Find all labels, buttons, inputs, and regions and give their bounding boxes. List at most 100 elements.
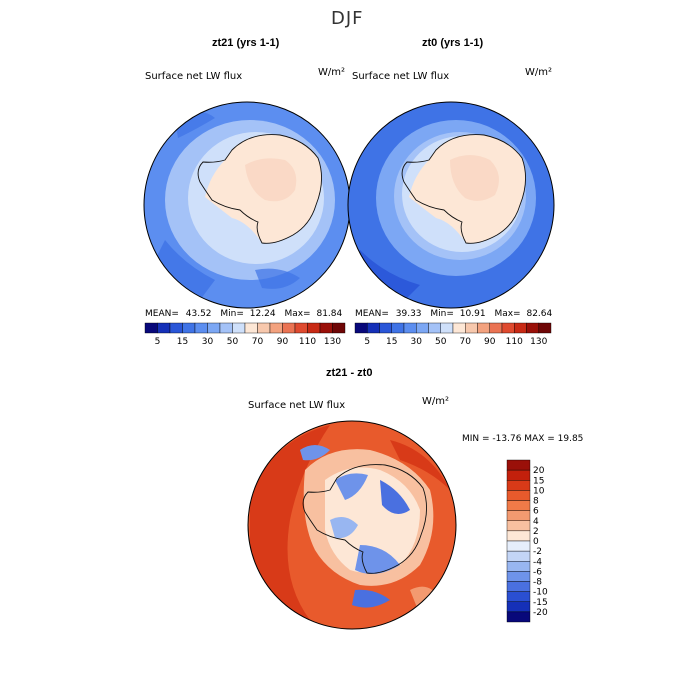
right-colorbar-swatch-11 [489, 322, 503, 334]
right-colorbar-swatch-14 [526, 322, 539, 334]
left-map-antarctica-inner [245, 158, 297, 202]
diff-colorbar-swatch-15 [506, 611, 531, 623]
diff-units-label: W/m² [422, 396, 450, 407]
right-colorbar-tick-label-0: 5 [364, 337, 370, 347]
left-colorbar-tick-label-1: 15 [177, 337, 188, 347]
diff-map [248, 421, 456, 629]
right-colorbar-swatch-9 [465, 322, 478, 334]
diff-panel-title: zt21 - zt0 [326, 367, 373, 379]
right-colorbar-swatch-3 [391, 322, 405, 334]
left-colorbar-swatch-0 [144, 322, 158, 334]
diff-colorbar-swatch-8 [506, 540, 531, 552]
diff-colorbar-swatch-12 [506, 581, 531, 592]
diff-colorbar-swatch-2 [506, 480, 531, 491]
right-min-label: Min= [430, 309, 454, 319]
left-colorbar-swatch-11 [282, 322, 296, 334]
right-mean-value: 39.33 [395, 309, 422, 319]
diff-colorbar-tick-label-1: 15 [533, 476, 544, 486]
diff-minmax: MIN = -13.76 MAX = 19.85 [462, 434, 584, 444]
left-colorbar-swatch-8 [244, 322, 258, 334]
diff-colorbar-tick-label-3: 8 [533, 497, 539, 507]
left-colorbar-tick-label-4: 70 [252, 337, 264, 347]
left-colorbar-swatch-1 [157, 322, 171, 334]
diff-colorbar-swatch-0 [506, 459, 531, 471]
right-colorbar-swatch-0 [354, 322, 368, 334]
left-colorbar-swatch-6 [219, 322, 233, 334]
diff-colorbar-swatch-13 [506, 591, 531, 602]
left-colorbar-swatch-3 [182, 322, 196, 334]
diff-colorbar-swatch-11 [506, 571, 531, 582]
diff-colorbar-swatch-14 [506, 601, 531, 613]
diff-colorbar-tick-label-13: -15 [533, 598, 548, 608]
left-min-value: 12.24 [249, 309, 276, 319]
left-mean-value: 43.52 [185, 309, 212, 319]
diff-map-high-west [250, 425, 330, 620]
right-min-value: 10.91 [459, 309, 486, 319]
diff-variable-label: Surface net LW flux [248, 400, 346, 411]
right-variable-label: Surface net LW flux [352, 71, 450, 82]
diff-map-low-5 [352, 589, 390, 608]
right-colorbar-tick-label-5: 90 [484, 337, 496, 347]
figure-title: DJF [331, 8, 364, 29]
left-map [144, 102, 350, 308]
right-colorbar-tick-label-4: 70 [460, 337, 472, 347]
diff-colorbar-swatch-7 [506, 530, 531, 542]
right-colorbar-tick-label-2: 30 [411, 337, 423, 347]
right-colorbar-swatch-5 [416, 322, 429, 334]
left-colorbar-swatch-13 [307, 322, 321, 334]
right-map [348, 102, 554, 308]
diff-colorbar-tick-label-8: -2 [533, 547, 542, 557]
right-colorbar-swatch-1 [367, 322, 380, 334]
diff-colorbar-tick-label-4: 6 [533, 507, 539, 517]
diff-map-border [247, 420, 457, 630]
left-colorbar-tick-label-2: 30 [202, 337, 214, 347]
left-colorbar-swatch-9 [257, 322, 271, 334]
diff-map-low-6 [300, 445, 330, 461]
right-colorbar-swatch-6 [428, 322, 441, 334]
diff-colorbar-tick-label-2: 10 [533, 486, 545, 496]
diff-colorbar-tick-label-7: 0 [533, 537, 539, 547]
left-units-label: W/m² [318, 67, 346, 78]
diff-colorbar-tick-label-10: -6 [533, 567, 542, 577]
diff-colorbar-tick-label-0: 20 [533, 466, 545, 476]
diff-colorbar-swatch-1 [506, 469, 531, 481]
diff-map-mid-se [410, 586, 440, 615]
left-map-coastline [197, 134, 322, 244]
left-colorbar-tick-label-7: 130 [324, 337, 341, 347]
diff-colorbar-tick-label-6: 2 [533, 527, 539, 537]
right-map-border [347, 101, 555, 309]
left-colorbar-tick-label-5: 90 [277, 337, 289, 347]
right-stats: MEAN= 39.33 Min= 10.91 Max= 82.64 [355, 309, 552, 319]
right-panel-title: zt0 (yrs 1-1) [422, 37, 484, 49]
right-colorbar-swatch-8 [452, 322, 466, 334]
right-colorbar-tick-label-7: 130 [530, 337, 547, 347]
diff-map-coastline [302, 464, 427, 574]
left-stats: MEAN= 43.52 Min= 12.24 Max= 81.84 [145, 309, 342, 319]
left-variable-label: Surface net LW flux [145, 71, 243, 82]
right-mean-label: MEAN= [355, 309, 389, 319]
left-colorbar-tick-label-0: 5 [155, 337, 161, 347]
left-colorbar-tick-label-3: 50 [227, 337, 239, 347]
diff-colorbar-tick-label-12: -10 [533, 588, 548, 598]
diff-colorbar-swatch-5 [506, 510, 531, 521]
left-colorbar-swatch-14 [319, 322, 333, 334]
left-max-value: 81.84 [316, 309, 343, 319]
diff-colorbar-swatch-10 [506, 561, 531, 572]
left-colorbar-swatch-10 [269, 322, 283, 334]
right-colorbar-swatch-7 [440, 322, 454, 334]
left-colorbar: 5 15 30 50 70 90 110 130 [144, 322, 346, 347]
right-colorbar: 5 15 30 50 70 90 110 130 [354, 322, 552, 347]
left-max-label: Max= [284, 309, 311, 319]
left-colorbar-swatch-12 [294, 322, 308, 334]
diff-colorbar-tick-label-14: -20 [533, 608, 548, 618]
diff-colorbar-tick-label-11: -8 [533, 578, 542, 588]
left-colorbar-swatch-15 [332, 322, 346, 334]
diff-colorbar-swatch-4 [506, 500, 531, 511]
left-map-low-patch-1 [150, 240, 215, 300]
right-map-low-patch-1 [355, 250, 420, 305]
diff-colorbar-swatch-3 [506, 490, 531, 501]
right-colorbar-swatch-13 [514, 322, 527, 334]
right-units-label: W/m² [525, 67, 553, 78]
